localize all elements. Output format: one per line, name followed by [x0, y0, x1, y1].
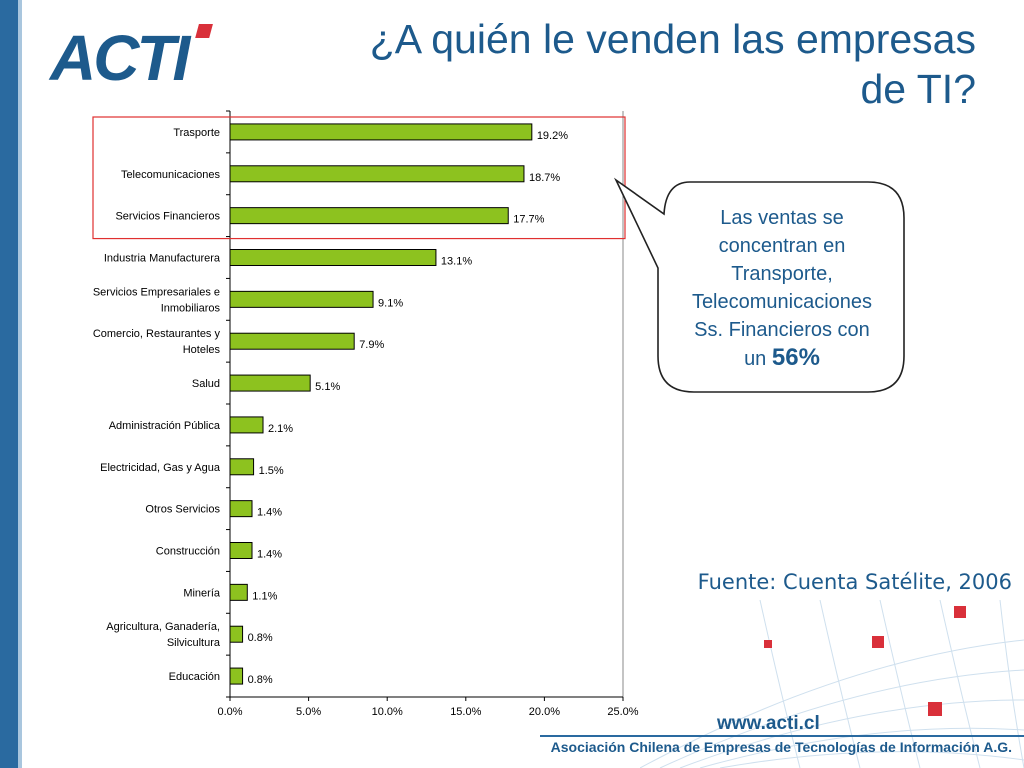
data-label: 1.4% — [257, 549, 282, 561]
callout-text: Las ventas se concentran en Transporte, … — [660, 204, 904, 373]
callout-line-2: concentran en — [718, 235, 846, 257]
data-label: 9.1% — [378, 297, 403, 309]
title-line-2: de TI? — [860, 66, 977, 112]
deco-square-1 — [954, 606, 966, 618]
callout-shape — [613, 177, 905, 393]
data-label: 0.8% — [248, 674, 273, 686]
data-label: 1.5% — [259, 465, 284, 477]
bar — [229, 332, 355, 350]
data-label: 2.1% — [268, 423, 293, 435]
deco-square-2 — [872, 636, 884, 648]
page-title: ¿A quién le venden las empresas de TI? — [276, 14, 976, 114]
category-label: Servicios Empresariales e — [93, 286, 220, 298]
category-label: Agricultura, Ganadería, — [106, 621, 220, 633]
callout-line-5: Ss. Financieros con — [694, 319, 870, 341]
callout-line-1: Las ventas se — [720, 207, 844, 229]
category-label: Otros Servicios — [145, 504, 220, 516]
footer-organization: Asociación Chilena de Empresas de Tecnol… — [550, 739, 1012, 755]
category-label: Telecomunicaciones — [121, 169, 221, 181]
x-tick-label: 5.0% — [296, 706, 321, 718]
deco-square-3 — [764, 640, 772, 648]
logo-text: ACTI — [48, 22, 192, 90]
category-label: Servicios Financieros — [115, 211, 220, 223]
acti-logo: ACTI — [48, 22, 213, 90]
decorative-grid — [640, 600, 1024, 768]
bar — [229, 249, 437, 266]
deco-square-4 — [928, 702, 942, 716]
bar — [229, 123, 533, 141]
data-label: 1.4% — [257, 507, 282, 519]
logo-dot — [195, 24, 213, 38]
title-line-1: ¿A quién le venden las empresas — [369, 16, 976, 62]
data-label: 1.1% — [252, 590, 277, 602]
category-label: Industria Manufacturera — [104, 253, 221, 265]
chart-panel: 0.0% 5.0% 10.0% 15.0% 20.0% 25.0% 19.2% Traspor… — [75, 103, 647, 733]
footer-url[interactable]: www.acti.cl — [717, 713, 820, 734]
bar — [229, 458, 255, 476]
data-label: 18.7% — [529, 172, 560, 184]
x-tick-label: 25.0% — [607, 706, 638, 718]
bar — [229, 290, 374, 308]
callout-highlight: 56% — [771, 344, 820, 371]
category-label: Salud — [192, 378, 220, 390]
bar — [229, 542, 253, 559]
decorative-background — [640, 600, 1024, 768]
data-label: 7.9% — [359, 339, 384, 351]
data-label: 0.8% — [248, 632, 273, 644]
x-tick-label: 20.0% — [529, 706, 560, 718]
bar-chart: 0.0% 5.0% 10.0% 15.0% 20.0% 25.0% 19.2% Traspor… — [92, 110, 639, 718]
callout-prefix: un — [744, 348, 767, 370]
bar — [229, 374, 311, 392]
category-label: Minería — [183, 587, 221, 599]
left-accent-bar — [0, 0, 18, 768]
x-tick-label: 10.0% — [372, 706, 403, 718]
bar — [229, 207, 509, 225]
bar — [229, 583, 248, 601]
category-label: Educación — [169, 671, 220, 683]
category-label: Hoteles — [183, 344, 221, 356]
footer-divider — [540, 735, 1024, 737]
category-label: Inmobiliaros — [161, 302, 221, 314]
data-label: 13.1% — [441, 256, 472, 268]
category-label: Trasporte — [173, 127, 220, 139]
category-label: Administración Pública — [109, 420, 221, 432]
category-label: Electricidad, Gas y Agua — [100, 462, 221, 474]
x-tick-label: 15.0% — [450, 706, 481, 718]
category-label: Silvicultura — [167, 637, 221, 649]
highlight-box — [92, 116, 626, 240]
bar — [229, 500, 253, 518]
callout-bubble — [613, 177, 905, 393]
bar — [229, 165, 525, 183]
source-note: Fuente: Cuenta Satélite, 2006 — [697, 570, 1012, 594]
bar — [229, 416, 264, 434]
data-label: 5.1% — [315, 381, 340, 393]
data-label: 19.2% — [537, 130, 568, 142]
callout-line-4: Telecomunicaciones — [691, 291, 873, 313]
data-label: 17.7% — [513, 214, 544, 226]
left-accent-stripe — [18, 0, 22, 768]
x-tick-label: 0.0% — [217, 706, 242, 718]
callout-line-3: Transporte, — [731, 263, 833, 285]
bar — [229, 625, 244, 643]
category-label: Construcción — [156, 546, 220, 558]
category-label: Comercio, Restaurantes y — [93, 328, 221, 340]
callout-line-6: un 56% — [660, 344, 904, 373]
bar — [229, 667, 244, 685]
